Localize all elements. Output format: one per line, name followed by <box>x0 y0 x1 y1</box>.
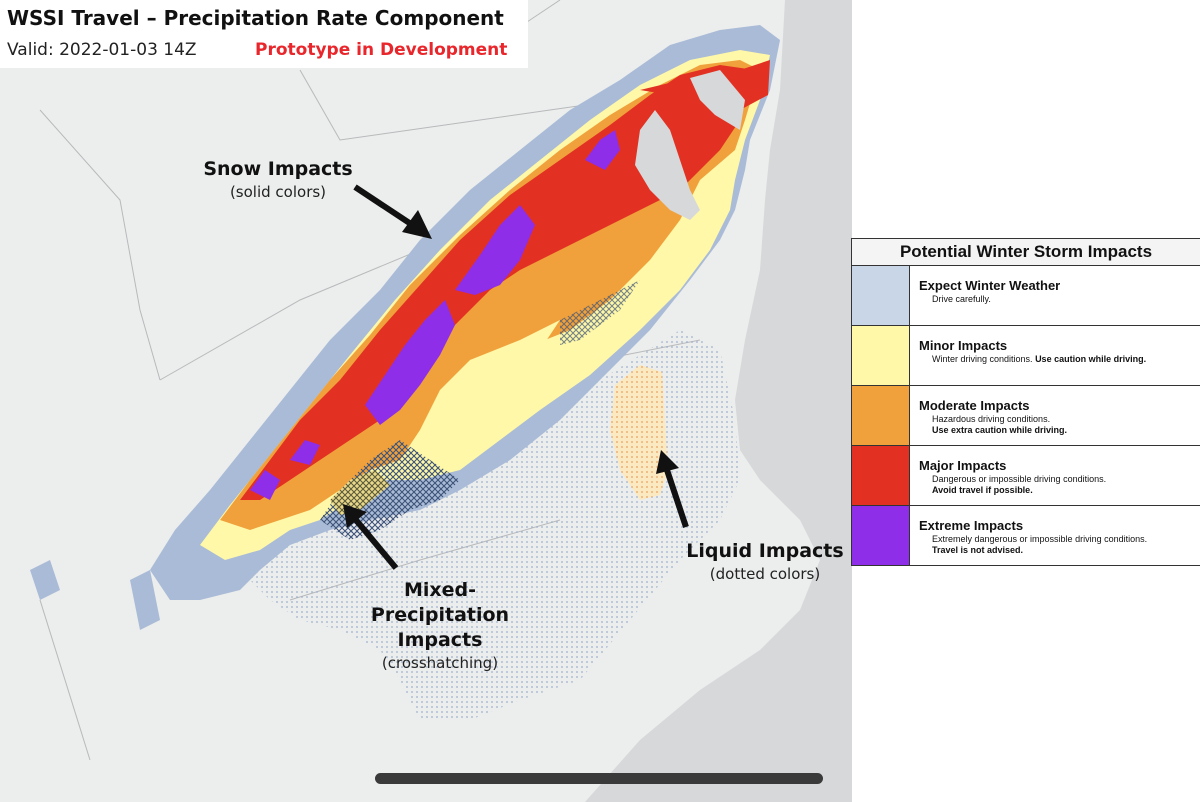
liquid-annotation-sub: (dotted colors) <box>709 565 821 583</box>
annotation-arrows <box>343 184 689 570</box>
extreme-impact-zone-5 <box>290 440 320 465</box>
impact-legend: Potential Winter Storm Impacts Expect Wi… <box>851 238 1200 566</box>
extreme-impact-zone-1 <box>365 300 455 425</box>
extreme-impact-zone-2 <box>455 205 535 295</box>
legend-row-moderate: Moderate Impacts Hazardous driving condi… <box>852 386 1200 446</box>
ocean-area <box>585 0 852 802</box>
legend-label: Expect Winter Weather <box>919 278 1061 293</box>
prototype-notice: Prototype in Development <box>255 40 508 60</box>
delaware-bay <box>690 70 745 130</box>
chesapeake-bay <box>635 110 700 220</box>
mixed-precip-zone-2 <box>560 280 640 345</box>
legend-desc-text: Winter driving conditions. <box>932 354 1033 364</box>
liquid-annotation: Liquid Impacts (dotted colors) <box>680 539 850 584</box>
legend-swatch <box>852 266 910 325</box>
legend-row-extreme: Extreme Impacts Extremely dangerous or i… <box>852 506 1200 565</box>
title-panel: WSSI Travel – Precipitation Rate Compone… <box>0 0 528 68</box>
extreme-impact-zone-4 <box>250 470 280 500</box>
legend-emph: Use extra caution while driving. <box>932 425 1068 435</box>
mixed-precip-yellow-zone <box>330 470 390 515</box>
winter-weather-fragment-2 <box>130 570 160 630</box>
legend-desc: Hazardous driving conditions. <box>932 414 1051 424</box>
impact-map <box>0 0 852 802</box>
mixed-annotation-line1: Mixed- <box>403 579 477 601</box>
legend-label: Extreme Impacts <box>919 518 1024 533</box>
liquid-minor-dots <box>610 365 668 500</box>
legend-emph-text: Use caution while driving. <box>1035 354 1147 364</box>
legend-label: Minor Impacts <box>919 338 1008 353</box>
legend-label: Major Impacts <box>919 458 1007 473</box>
liquid-annotation-label: Liquid Impacts <box>686 540 844 562</box>
home-indicator-bar[interactable] <box>375 773 823 784</box>
legend-desc: Drive carefully. <box>932 294 991 304</box>
legend-desc: Extremely dangerous or impossible drivin… <box>932 534 1148 544</box>
legend-swatch <box>852 446 910 505</box>
mixed-annotation-sub: (crosshatching) <box>381 654 499 672</box>
minor-inner-zone <box>470 320 560 400</box>
legend-emph: Travel is not advised. <box>932 545 1024 555</box>
snow-annotation-label: Snow Impacts <box>203 158 353 180</box>
legend-swatch <box>852 386 910 445</box>
map-title: WSSI Travel – Precipitation Rate Compone… <box>7 6 504 30</box>
legend-row-major: Major Impacts Dangerous or impossible dr… <box>852 446 1200 506</box>
snow-annotation: Snow Impacts (solid colors) <box>198 157 358 202</box>
legend-desc: Winter driving conditions. Use caution w… <box>932 354 1146 365</box>
legend-swatch <box>852 326 910 385</box>
legend-swatch <box>852 506 910 565</box>
legend-label: Moderate Impacts <box>919 398 1030 413</box>
mixed-annotation-line3: Impacts <box>397 629 483 651</box>
legend-row-winter-weather: Expect Winter Weather Drive carefully. <box>852 266 1200 326</box>
legend-emph: Avoid travel if possible. <box>932 485 1033 495</box>
legend-desc: Dangerous or impossible driving conditio… <box>932 474 1107 484</box>
legend-row-minor: Minor Impacts Winter driving conditions.… <box>852 326 1200 386</box>
valid-time: Valid: 2022-01-03 14Z <box>7 40 197 60</box>
extreme-impact-zone-3 <box>585 130 620 170</box>
winter-weather-fragment <box>30 560 60 600</box>
legend-title: Potential Winter Storm Impacts <box>852 239 1200 266</box>
mixed-annotation: Mixed- Precipitation Impacts (crosshatch… <box>355 578 525 673</box>
snow-annotation-sub: (solid colors) <box>229 183 327 201</box>
mixed-annotation-line2: Precipitation <box>370 604 510 626</box>
